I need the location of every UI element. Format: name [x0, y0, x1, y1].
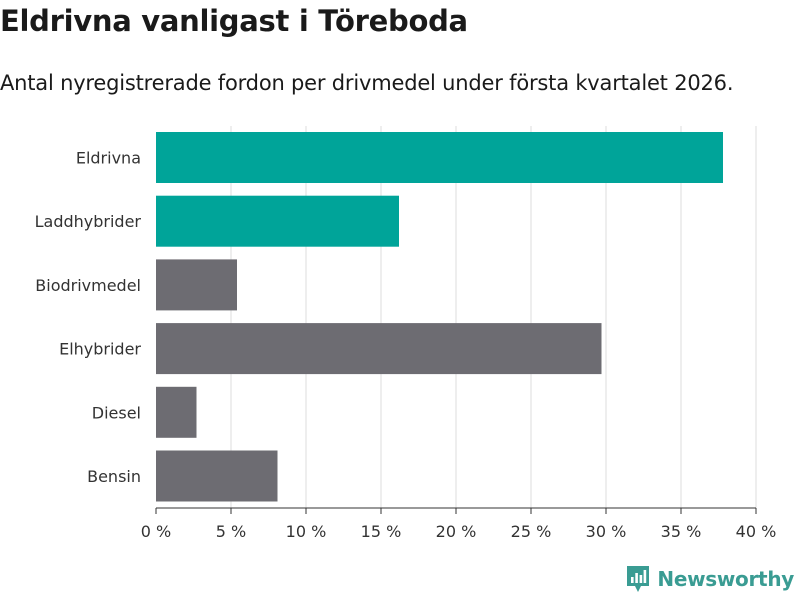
bar-eldrivna: [156, 132, 723, 183]
bars: [156, 132, 723, 502]
brand-logo: Newsworthy: [625, 564, 794, 594]
brand-name: Newsworthy: [657, 567, 794, 591]
bar-biodrivmedel: [156, 259, 237, 311]
x-tick-label: 5 %: [216, 522, 246, 541]
bar-laddhybrider: [156, 195, 399, 247]
bar-chart-logo-icon: [627, 566, 650, 592]
category-label: Bensin: [87, 467, 141, 486]
x-tick-label: 35 %: [661, 522, 702, 541]
category-label: Eldrivna: [76, 149, 141, 168]
chart-title: Eldrivna vanligast i Töreboda: [0, 4, 468, 38]
category-label: Elhybrider: [59, 340, 141, 359]
category-label: Laddhybrider: [35, 212, 142, 231]
bar-bensin: [156, 450, 278, 502]
x-tick-label: 25 %: [511, 522, 552, 541]
chart-subtitle: Antal nyregistrerade fordon per drivmede…: [0, 71, 734, 95]
x-tick-label: 15 %: [361, 522, 402, 541]
category-labels: Eldrivna Laddhybrider Biodrivmedel Elhybrid…: [35, 149, 142, 487]
x-tick-label: 30 %: [586, 522, 627, 541]
x-axis-ticks: 0 % 5 % 10 % 15 % 20 % 25 % 30 % 35 % 40 %: [141, 508, 777, 541]
category-label: Biodrivmedel: [35, 276, 141, 295]
bar-diesel: [156, 386, 197, 438]
x-tick-label: 10 %: [286, 522, 327, 541]
gridlines: [230, 126, 757, 508]
x-tick-label: 0 %: [141, 522, 171, 541]
category-label: Diesel: [92, 403, 141, 422]
x-tick-label: 40 %: [736, 522, 777, 541]
x-tick-label: 20 %: [436, 522, 477, 541]
bar-elhybrider: [156, 323, 602, 375]
